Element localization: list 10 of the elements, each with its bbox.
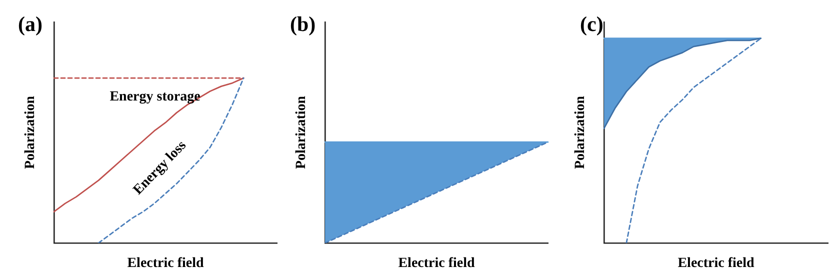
x-axis-title: Electric field [127, 256, 204, 271]
annotation: Energy storage [110, 90, 200, 105]
chart-title: (b) [290, 12, 316, 36]
chart-title: (c) [580, 12, 604, 36]
y-axis-title: Polarization [23, 96, 38, 170]
x-axis-title: Electric field [398, 256, 475, 271]
y-axis-title: Polarization [573, 96, 588, 170]
y-axis-title: Polarization [294, 96, 309, 170]
chart-title: (a) [18, 12, 42, 36]
x-axis-title: Electric field [678, 256, 754, 271]
